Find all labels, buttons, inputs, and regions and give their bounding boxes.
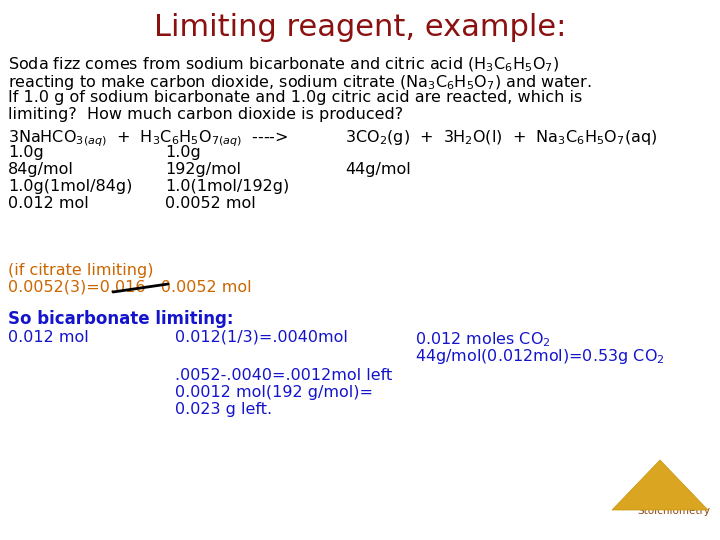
Text: 44g/mol: 44g/mol: [345, 162, 410, 177]
Text: 3CO$_2$(g)  +  3H$_2$O(l)  +  Na$_3$C$_6$H$_5$O$_7$(aq): 3CO$_2$(g) + 3H$_2$O(l) + Na$_3$C$_6$H$_…: [345, 128, 657, 147]
Text: 0.012 moles CO$_2$: 0.012 moles CO$_2$: [415, 330, 551, 349]
Text: 0.012 mol: 0.012 mol: [8, 196, 89, 211]
Text: 1.0g: 1.0g: [165, 145, 201, 160]
Text: .0052-.0040=.0012mol left: .0052-.0040=.0012mol left: [175, 368, 392, 383]
Text: Soda fizz comes from sodium bicarbonate and citric acid (H$_3$C$_6$H$_5$O$_7$): Soda fizz comes from sodium bicarbonate …: [8, 56, 559, 75]
Text: Limiting reagent, example:: Limiting reagent, example:: [154, 14, 566, 43]
Text: 0.023 g left.: 0.023 g left.: [175, 402, 272, 417]
Text: reacting to make carbon dioxide, sodium citrate (Na$_3$C$_6$H$_5$O$_7$) and wate: reacting to make carbon dioxide, sodium …: [8, 73, 592, 92]
Text: 0.0052 mol: 0.0052 mol: [165, 196, 256, 211]
Text: 3NaHCO$_{3(aq)}$  +  H$_3$C$_6$H$_5$O$_{7(aq)}$  ---->: 3NaHCO$_{3(aq)}$ + H$_3$C$_6$H$_5$O$_{7(…: [8, 128, 289, 148]
Polygon shape: [612, 460, 708, 510]
Text: 0.012(1/3)=.0040mol: 0.012(1/3)=.0040mol: [175, 330, 348, 345]
Text: 1.0(1mol/192g): 1.0(1mol/192g): [165, 179, 289, 194]
Text: 0.012 mol: 0.012 mol: [8, 330, 89, 345]
Text: 1.0g(1mol/84g): 1.0g(1mol/84g): [8, 179, 132, 194]
Text: (if citrate limiting): (if citrate limiting): [8, 263, 153, 278]
Text: 0.0052(3)=0.016   0.0052 mol: 0.0052(3)=0.016 0.0052 mol: [8, 280, 251, 295]
Text: 192g/mol: 192g/mol: [165, 162, 241, 177]
Text: Stoichiometry: Stoichiometry: [637, 506, 710, 516]
Text: 0.0012 mol(192 g/mol)=: 0.0012 mol(192 g/mol)=: [175, 385, 373, 400]
Text: 1.0g: 1.0g: [8, 145, 44, 160]
Text: limiting?  How much carbon dioxide is produced?: limiting? How much carbon dioxide is pro…: [8, 107, 403, 122]
Text: So bicarbonate limiting:: So bicarbonate limiting:: [8, 310, 233, 328]
Text: If 1.0 g of sodium bicarbonate and 1.0g citric acid are reacted, which is: If 1.0 g of sodium bicarbonate and 1.0g …: [8, 90, 582, 105]
Text: 84g/mol: 84g/mol: [8, 162, 74, 177]
Text: 44g/mol(0.012mol)=0.53g CO$_2$: 44g/mol(0.012mol)=0.53g CO$_2$: [415, 347, 665, 366]
